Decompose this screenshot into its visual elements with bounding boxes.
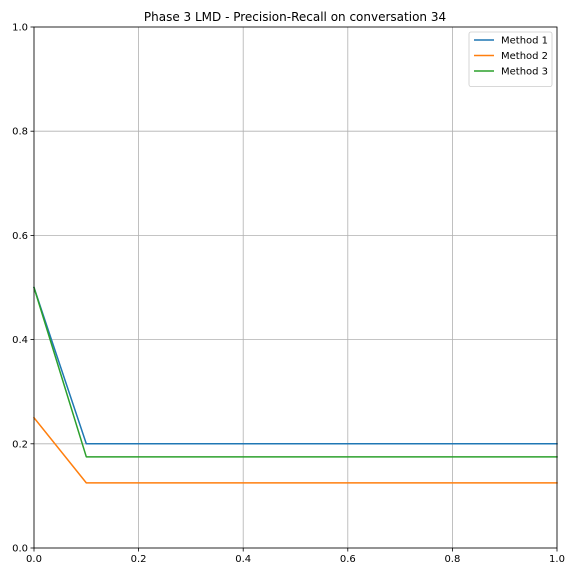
chart-title: Phase 3 LMD - Precision-Recall on conver… — [144, 10, 446, 24]
x-tick-label: 0.2 — [131, 554, 147, 565]
series-line-method-1 — [33, 286, 558, 445]
y-tick-label: 0.4 — [12, 335, 28, 346]
plot-frame — [33, 26, 558, 549]
legend-box — [468, 31, 553, 87]
axis-ticks: 0.0 0.2 0.4 0.6 0.8 1.0 0.0 0.2 0.4 0.6 0.8 1.0 — [12, 23, 565, 566]
x-tick-label: 1.0 — [549, 554, 565, 565]
series-line-method-3 — [33, 286, 558, 458]
y-tick-label: 0.0 — [12, 544, 28, 555]
series-line-method-2 — [32, 416, 558, 484]
x-tick-label: 0.8 — [444, 554, 460, 565]
legend-label: Method 1 — [501, 36, 548, 47]
y-tick-label: 0.2 — [12, 439, 28, 450]
legend-label: Method 3 — [501, 67, 548, 78]
y-tick-label: 1.0 — [12, 23, 28, 34]
x-tick-label: 0.6 — [340, 554, 356, 565]
legend: Method 1 Method 2 Method 3 — [468, 31, 553, 87]
series-lines — [32, 286, 558, 484]
y-tick-label: 0.8 — [12, 127, 28, 138]
legend-label: Method 2 — [501, 51, 548, 62]
y-tick-label: 0.6 — [12, 231, 28, 242]
x-tick-label: 0.4 — [235, 554, 251, 565]
x-tick-label: 0.0 — [26, 554, 42, 565]
